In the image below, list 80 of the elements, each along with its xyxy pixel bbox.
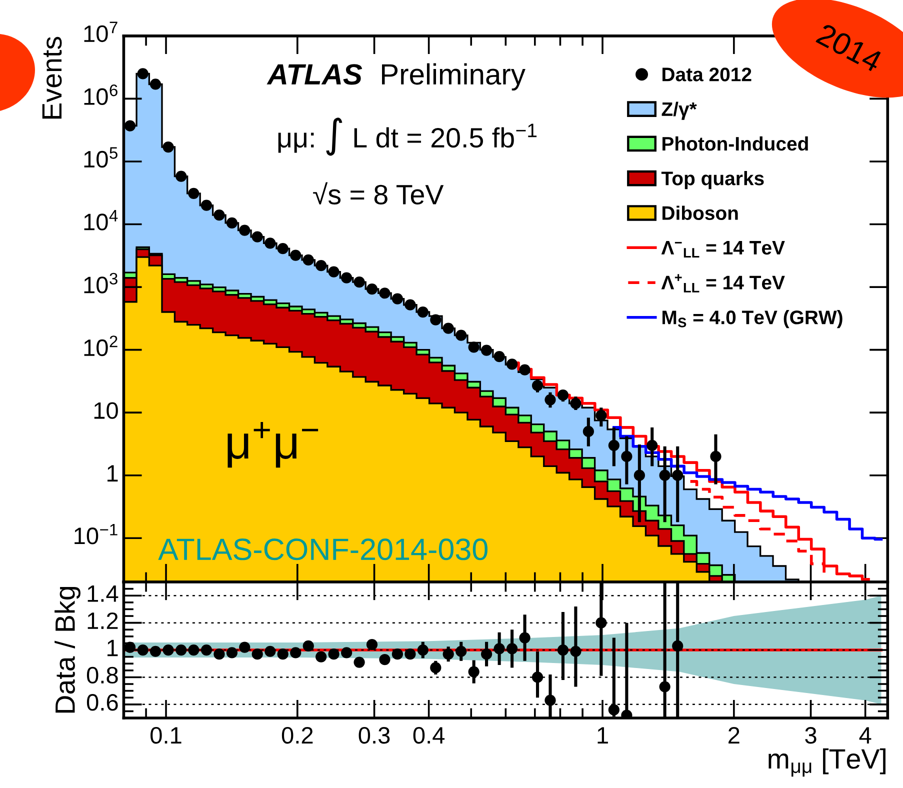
- point: [214, 648, 225, 660]
- point: [290, 647, 302, 658]
- point: [532, 672, 544, 683]
- point: [328, 648, 340, 660]
- annotation: ATLAS-CONF-2014-030: [158, 538, 488, 560]
- x-tick-label: 2: [728, 726, 740, 744]
- y-axis-title: Events: [42, 36, 62, 119]
- point: [239, 642, 250, 653]
- annotation: 2014: [816, 22, 884, 73]
- legend-label: Λ$^{−}$$_{LL}$ = 14 TeV: [661, 241, 785, 258]
- point: [302, 640, 314, 652]
- legend-label: Diboson: [662, 206, 738, 220]
- legend-label: Photon-Induced: [662, 136, 808, 151]
- point: [544, 694, 556, 706]
- point: [124, 642, 136, 653]
- legend-label: M$_{S}$ = 4.0 TeV (GRW): [662, 310, 842, 328]
- x-tick-label: 0.3: [358, 726, 390, 744]
- point: [226, 647, 238, 658]
- point: [442, 648, 454, 660]
- annotation: ATLAS: [266, 64, 362, 85]
- point: [392, 648, 404, 660]
- y-tick-label: 1: [108, 640, 118, 656]
- point: [252, 648, 263, 660]
- y-tick-label: 10$^{−1}$: [74, 524, 118, 544]
- x-tick-label: 0.4: [413, 726, 445, 744]
- point: [659, 681, 670, 692]
- point: [341, 647, 352, 658]
- point: [557, 644, 569, 656]
- point: [596, 617, 607, 628]
- annotation: √s = 8 TeV: [313, 182, 444, 204]
- y-tick-label: 10$^{6}$: [84, 84, 118, 106]
- point: [456, 646, 467, 657]
- legend-label: Λ$^{+}$$_{LL}$ = 14 TeV: [661, 274, 785, 292]
- legend-label: Data 2012: [662, 68, 752, 82]
- point: [570, 646, 582, 657]
- point: [277, 648, 288, 660]
- point: [519, 632, 530, 644]
- y-tick-label: 0.6: [86, 694, 118, 711]
- point: [316, 651, 327, 662]
- y-tick-label: 10$^{5}$: [84, 147, 118, 168]
- point: [379, 654, 390, 666]
- y-tick-label: 1.2: [88, 612, 118, 629]
- y-tick-label: 10$^{7}$: [84, 22, 118, 42]
- point: [150, 646, 162, 657]
- point: [188, 644, 200, 656]
- point: [608, 704, 620, 716]
- y-axis-title: Data / Bkg: [54, 586, 80, 713]
- annotation: Preliminary: [382, 63, 526, 90]
- x-tick-label: 0.1: [150, 726, 182, 744]
- point: [430, 662, 442, 674]
- point: [417, 644, 428, 656]
- point: [264, 646, 276, 657]
- y-tick-label: 0.8: [86, 666, 118, 684]
- point: [404, 648, 416, 660]
- y-tick-label: 10$^{2}$: [84, 336, 118, 356]
- point: [494, 643, 505, 654]
- annotation: μμ: ∫ L dt = 20.5 fb$^{−1}$: [278, 118, 537, 156]
- y-tick-label: 10$^{3}$: [84, 272, 118, 294]
- x-axis-title: m$_{μμ}$ [TeV]: [768, 748, 886, 777]
- x-tick-label: 3: [805, 726, 816, 744]
- legend-label: Z/γ*: [662, 102, 697, 120]
- x-tick-label: 1: [598, 727, 608, 744]
- legend-label: Top quarks: [661, 171, 764, 190]
- point: [200, 644, 212, 656]
- point: [137, 644, 148, 656]
- point: [162, 644, 174, 656]
- point: [480, 648, 492, 660]
- point: [672, 640, 684, 652]
- point: [366, 639, 378, 650]
- y-tick-label: 1: [108, 465, 118, 482]
- point: [506, 643, 518, 654]
- y-tick-label: 1.4: [88, 585, 118, 602]
- point: [468, 666, 480, 678]
- x-tick-label: 4: [859, 727, 872, 744]
- point: [354, 656, 365, 668]
- y-tick-label: 10: [94, 402, 118, 419]
- point: [176, 644, 187, 656]
- annotation: μ$^{+}$μ$^{−}$: [228, 422, 318, 468]
- x-tick-label: 0.2: [282, 726, 313, 744]
- y-tick-label: 10$^{4}$: [84, 210, 118, 230]
